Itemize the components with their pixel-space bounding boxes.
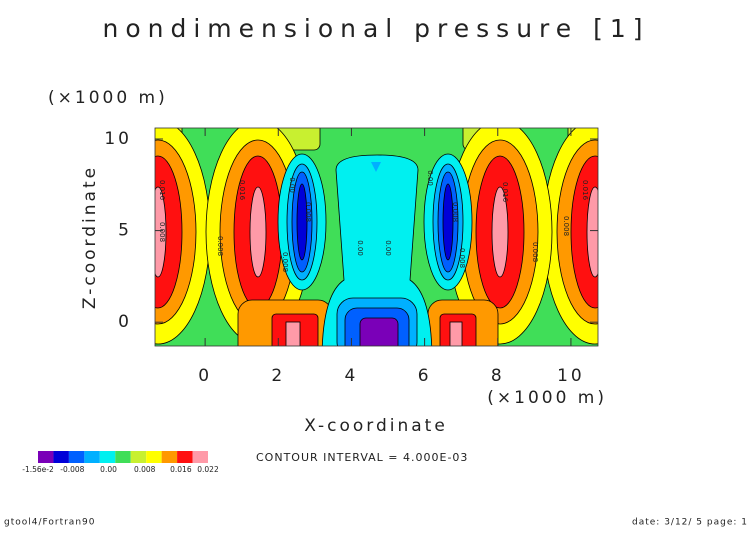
y-axis-label: Z-coordinate (80, 165, 100, 309)
contour-label: 0.008 (531, 242, 539, 262)
colorbar-box (53, 451, 69, 463)
contour-label: 0.00 (426, 170, 434, 186)
colorbar-box (38, 451, 54, 463)
colorbar-label: 0.00 (100, 465, 117, 474)
contour-label: 0.016 (158, 180, 166, 201)
contour-region (359, 317, 399, 346)
colorbar-label: -1.56e-2 (22, 465, 54, 474)
contour-label: 0.008 (451, 202, 459, 222)
colorbar-box (192, 451, 208, 463)
y-tick-label: 0 (118, 312, 132, 332)
y-tick-label: 10 (104, 129, 132, 149)
contour-region (296, 183, 308, 261)
contour-interval: CONTOUR INTERVAL = 4.000E-03 (256, 451, 468, 464)
contour-region (586, 186, 598, 278)
contour-label: 0.00 (288, 177, 296, 193)
x-tick-label: 0 (198, 366, 212, 386)
contour-label: 0.016 (238, 180, 246, 201)
chart-title: nondimensional pressure [1] (102, 14, 649, 43)
colorbar-box (161, 451, 178, 463)
plot-frame (154, 127, 599, 347)
colorbar-box (177, 451, 193, 463)
colorbar-box (146, 451, 162, 463)
x-tick-label: 8 (491, 366, 505, 386)
x-unit: (×1000 m) (487, 388, 607, 408)
contour-region (449, 321, 463, 346)
contour-label: 0.008 (158, 222, 166, 242)
footer-left: gtool4/Fortran90 (4, 518, 95, 528)
colorbar-label: 0.008 (134, 465, 156, 474)
y-tick-label: 5 (118, 221, 132, 241)
colorbar-box (99, 451, 116, 463)
contour-region (285, 321, 301, 346)
contour-label: 0.00 (384, 240, 392, 256)
x-tick-label: 2 (271, 366, 285, 386)
contour-label: 0.008 (304, 202, 312, 222)
colorbar-label: 0.016 (170, 465, 192, 474)
contour-label: 0.00 (356, 240, 364, 256)
colorbar-box (84, 451, 100, 463)
x-tick-label: 4 (345, 366, 359, 386)
contour-label: 0.016 (501, 182, 509, 203)
contour-region (442, 183, 454, 261)
contour-region (155, 186, 167, 278)
colorbar-box (130, 451, 147, 463)
y-unit: (×1000 m) (48, 88, 168, 108)
colorbar-label: -0.008 (60, 465, 84, 474)
contour-label: 0.016 (581, 180, 589, 201)
x-tick-label: 6 (418, 366, 432, 386)
contour-label: 0.008 (281, 252, 289, 272)
colorbar-box (68, 451, 85, 463)
contour-label: 0.008 (562, 216, 570, 236)
contour-region (249, 186, 267, 278)
x-axis-label: X-coordinate (304, 416, 448, 436)
footer-right: date: 3/12/ 5 page: 1 (632, 518, 748, 528)
contour-field (155, 128, 598, 346)
contour-label: 0.008 (458, 248, 466, 268)
contour-region (491, 186, 509, 278)
contour-region (371, 162, 381, 172)
colorbar-box (115, 451, 131, 463)
colorbar-label: 0.022 (197, 465, 219, 474)
contour-label: 0.008 (216, 236, 224, 256)
x-tick-label: 10 (557, 366, 585, 386)
